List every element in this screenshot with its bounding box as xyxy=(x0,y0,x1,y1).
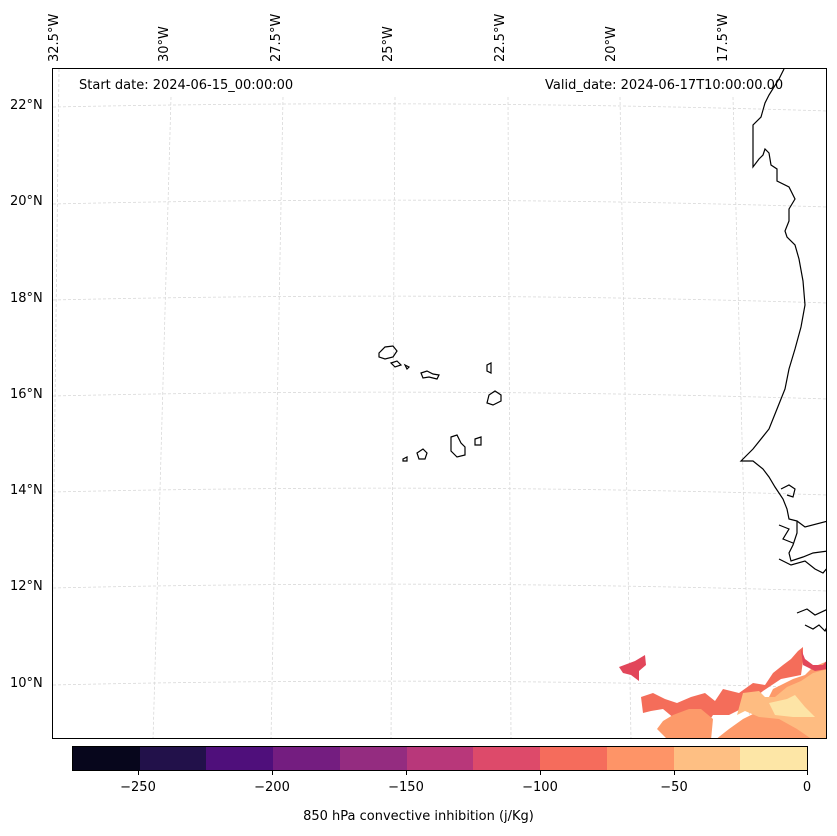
map-canvas xyxy=(53,69,826,738)
parallel-14n xyxy=(53,487,826,496)
cape-verde-islands xyxy=(378,345,502,462)
colorbar-tick-label: −100 xyxy=(522,780,558,795)
meridian-27-5w xyxy=(270,96,284,738)
island-sao-nicolau xyxy=(420,370,440,380)
cin-patch-red xyxy=(619,655,646,681)
colorbar-segment xyxy=(206,747,274,770)
lat-label-18n: 18°N xyxy=(10,291,43,306)
island-sal xyxy=(486,362,492,374)
lon-label-17-5w: 17.5°W xyxy=(716,13,731,62)
colorbar-tick xyxy=(272,771,273,775)
colorbar-segment xyxy=(339,747,407,770)
colorbar-segment xyxy=(740,747,808,770)
island-boa-vista xyxy=(486,390,502,406)
meridian-17-5w xyxy=(732,96,751,738)
colorbar-title: 850 hPa convective inhibition (j/Kg) xyxy=(303,809,534,824)
island-santiago xyxy=(450,434,466,458)
parallel-22n xyxy=(53,103,826,112)
cin-field xyxy=(619,647,826,738)
start-date-label: Start date: 2024-06-15_00:00:00 xyxy=(79,78,294,93)
coastline-guinea xyxy=(778,484,826,633)
parallel-12n xyxy=(53,583,826,592)
lat-label-22n: 22°N xyxy=(10,98,43,113)
meridian-30w xyxy=(152,96,172,738)
colorbar-tick-label: 0 xyxy=(802,780,812,795)
colorbar-segment xyxy=(473,747,541,770)
island-santo-antao xyxy=(378,345,398,360)
graticule xyxy=(53,69,826,738)
colorbar-tick xyxy=(406,771,407,775)
colorbar-segment xyxy=(673,747,741,770)
lon-label-20w: 20°W xyxy=(604,26,619,62)
colorbar-segment xyxy=(139,747,207,770)
cin-patch-coral xyxy=(641,647,803,729)
meridian-22-5w xyxy=(507,96,512,738)
lat-label-16n: 16°N xyxy=(10,387,43,402)
lon-label-32-5w: 32.5°W xyxy=(47,13,62,62)
colorbar-tick xyxy=(540,771,541,775)
parallel-20n xyxy=(53,199,826,208)
island-sao-vicente xyxy=(389,360,403,368)
lon-label-25w: 25°W xyxy=(381,26,396,62)
parallel-18n xyxy=(53,295,826,304)
colorbar-segment xyxy=(73,747,140,770)
island-santa-luzia xyxy=(403,363,411,371)
island-brava xyxy=(402,456,408,462)
colorbar-tick xyxy=(138,771,139,775)
lat-label-20n: 20°N xyxy=(10,194,43,209)
parallel-10n xyxy=(53,680,826,689)
meridian-20w xyxy=(619,96,632,738)
colorbar-segment xyxy=(540,747,607,770)
colorbar-segment xyxy=(606,747,674,770)
map-panel[interactable] xyxy=(52,68,827,739)
lat-label-12n: 12°N xyxy=(10,579,43,594)
lon-label-27-5w: 27.5°W xyxy=(269,13,284,62)
cin-patch-pale xyxy=(769,695,815,717)
lat-label-10n: 10°N xyxy=(10,676,43,691)
cin-patch-right-edge xyxy=(801,649,826,671)
african-coastline xyxy=(739,69,826,562)
meridian-32-5w xyxy=(53,69,60,606)
valid-date-label: Valid_date: 2024-06-17T10:00:00.00 xyxy=(545,78,784,93)
parallel-16n xyxy=(53,391,826,400)
colorbar-segment xyxy=(273,747,340,770)
lon-label-30w: 30°W xyxy=(157,26,172,62)
cin-patch-orange xyxy=(657,709,713,738)
colorbar xyxy=(72,746,808,771)
lon-label-22-5w: 22.5°W xyxy=(493,13,508,62)
island-fogo xyxy=(416,448,428,460)
colorbar-segment xyxy=(406,747,474,770)
meridian-25w xyxy=(390,96,396,738)
colorbar-tick-label: −200 xyxy=(254,780,290,795)
island-maio xyxy=(474,436,482,446)
colorbar-tick-label: −50 xyxy=(660,780,688,795)
colorbar-tick-label: −250 xyxy=(120,780,156,795)
colorbar-tick xyxy=(674,771,675,775)
colorbar-tick-label: −150 xyxy=(388,780,424,795)
colorbar-tick xyxy=(807,771,808,775)
lat-label-14n: 14°N xyxy=(10,483,43,498)
